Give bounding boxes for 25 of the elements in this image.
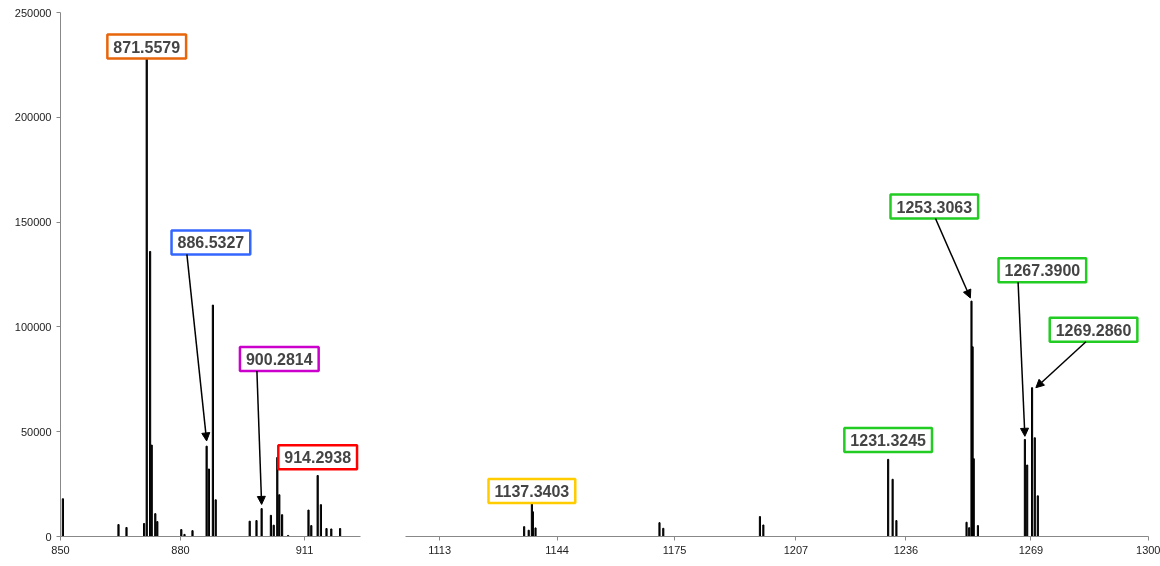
annotation: 1231.3245 xyxy=(850,432,927,450)
annotation: 1267.3900 xyxy=(1004,262,1081,280)
y-tick-label: 0 xyxy=(45,530,52,543)
y-tick-label: 50000 xyxy=(20,425,52,438)
x-tick-label: 911 xyxy=(295,543,314,556)
y-tick-label: 100000 xyxy=(14,320,52,333)
x-tick-label: 1144 xyxy=(545,543,569,556)
x-tick-label: 1207 xyxy=(783,543,809,556)
annotation: 900.2814 xyxy=(245,350,313,368)
x-tick-label: 1269 xyxy=(1018,543,1044,556)
x-tick-label: 1113 xyxy=(428,543,452,556)
x-tick-label: 1236 xyxy=(893,543,919,556)
annotation: 871.5579 xyxy=(113,38,181,56)
annotation: 1137.3403 xyxy=(494,482,570,500)
annotation: 914.2938 xyxy=(284,449,352,467)
annotation: 1253.3063 xyxy=(896,198,973,216)
y-tick-label: 200000 xyxy=(14,111,52,124)
y-tick-label: 150000 xyxy=(14,216,52,229)
x-tick-label: 1175 xyxy=(662,543,687,556)
y-tick-label: 250000 xyxy=(14,6,52,19)
annotation: 886.5327 xyxy=(177,234,245,252)
x-tick-label: 850 xyxy=(51,543,70,556)
x-tick-label: 880 xyxy=(171,543,190,556)
x-tick-label: 1300 xyxy=(1136,543,1160,556)
annotation: 1269.2860 xyxy=(1055,321,1132,339)
